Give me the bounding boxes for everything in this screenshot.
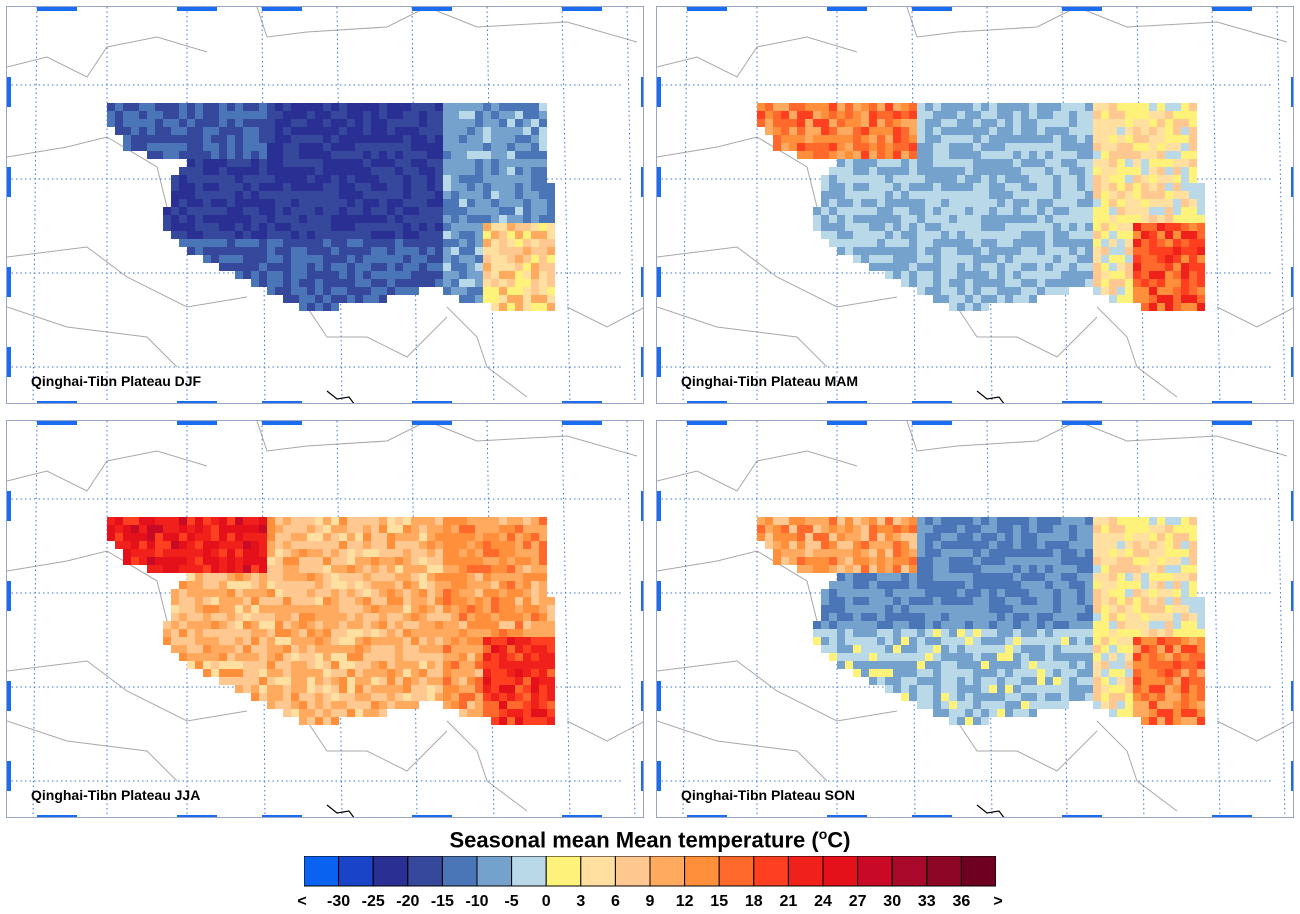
colorbar-swatch	[960, 856, 996, 887]
colorbar-swatch	[822, 856, 859, 887]
country-borders	[657, 7, 1293, 398]
colorbar-swatch	[407, 856, 443, 887]
colorbar-tick-label: 12	[675, 893, 694, 910]
colorbar-swatch	[304, 856, 340, 887]
colorbar-swatch	[718, 856, 755, 887]
colorbar-tick-label: 0	[541, 893, 551, 910]
colorbar-swatch	[545, 856, 582, 887]
colorbar-swatch	[857, 856, 893, 887]
panel-label-mam: Qinghai-Tibn Plateau MAM	[681, 373, 859, 389]
colorbar-swatch	[787, 856, 824, 887]
colorbar-tick-label: 6	[610, 893, 620, 910]
colorbar-tick-label: -10	[465, 893, 489, 910]
colorbar-swatch	[511, 856, 547, 887]
colorbar-swatch	[372, 856, 409, 887]
panel-djf: Qinghai-Tibn Plateau DJF	[6, 6, 644, 404]
colorbar-tick-label: 24	[814, 893, 832, 910]
colorbar-swatch	[753, 856, 789, 887]
colorbar-tick-label: 27	[848, 893, 867, 910]
colorbar-tick-label: 36	[952, 893, 971, 910]
temperature-field	[757, 517, 1205, 725]
colorbar-title: Seasonal mean Mean temperature (oC)	[449, 826, 851, 853]
colorbar-swatch	[684, 856, 720, 887]
colorbar	[304, 856, 996, 887]
panel-label-djf: Qinghai-Tibn Plateau DJF	[31, 373, 202, 389]
colorbar-tick-label: >	[993, 893, 1003, 910]
colorbar-swatch	[580, 856, 616, 887]
map-svg-mam	[657, 7, 1293, 403]
colorbar-swatch	[614, 856, 651, 887]
colorbar-tick-label: -25	[361, 893, 385, 910]
panel-mam: Qinghai-Tibn Plateau MAM	[656, 6, 1294, 404]
colorbar-tick-label: <	[297, 893, 307, 910]
colorbar-swatch	[926, 856, 962, 887]
panel-label-jja: Qinghai-Tibn Plateau JJA	[31, 787, 201, 803]
map-svg-son	[657, 421, 1293, 817]
colorbar-tick-label: -20	[396, 893, 420, 910]
colorbar-tick-label: 30	[883, 893, 902, 910]
colorbar-tick-label: -5	[504, 893, 519, 910]
colorbar-swatch	[338, 856, 374, 887]
colorbar-swatch	[891, 856, 928, 887]
temperature-field	[107, 517, 555, 725]
temperature-field	[107, 103, 555, 311]
colorbar-tick-label: -30	[327, 893, 351, 910]
colorbar-swatch	[476, 856, 513, 887]
map-svg-djf	[7, 7, 643, 403]
country-borders	[657, 421, 1293, 812]
colorbar-tick-label: 21	[779, 893, 798, 910]
temperature-field	[757, 103, 1205, 311]
map-svg-jja	[7, 421, 643, 817]
colorbar-swatch	[441, 856, 478, 887]
panel-label-son: Qinghai-Tibn Plateau SON	[681, 787, 855, 803]
colorbar-tick-label: 33	[917, 893, 936, 910]
colorbar-tick-label: 9	[645, 893, 655, 910]
panel-son: Qinghai-Tibn Plateau SON	[656, 420, 1294, 818]
colorbar-tick-label: 3	[576, 893, 586, 910]
colorbar-tick-label: 18	[744, 893, 763, 910]
panel-jja: Qinghai-Tibn Plateau JJA	[6, 420, 644, 818]
colorbar-tick-label: -15	[430, 893, 454, 910]
colorbar-swatch	[649, 856, 686, 887]
colorbar-tick-label: 15	[710, 893, 729, 910]
